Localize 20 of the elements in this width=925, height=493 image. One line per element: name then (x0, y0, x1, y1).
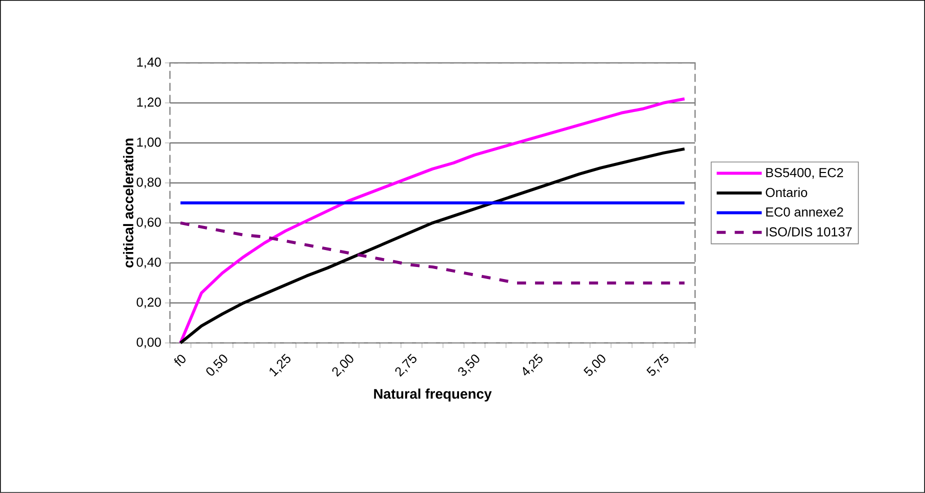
legend-label: BS5400, EC2 (766, 168, 844, 179)
y-tick-label: 0,60 (136, 218, 161, 228)
x-tick-label: 2,00 (332, 354, 354, 377)
y-axis-title: critical acceleration (123, 138, 134, 268)
x-tick-label: f0 (174, 354, 186, 366)
x-tick-label: 3,50 (458, 354, 480, 376)
y-tick-label: 1,20 (137, 98, 161, 108)
legend-label: ISO/DIS 10137 (766, 226, 852, 237)
x-tick-label: 4,25 (522, 354, 542, 376)
y-tick-label: 0,40 (136, 258, 161, 268)
x-tick-label: 0,50 (206, 354, 228, 376)
y-tick-label: 0,00 (136, 338, 161, 348)
y-tick-label: 1,40 (137, 58, 161, 68)
legend-label: EC0 annexe2 (766, 207, 844, 217)
x-axis-title: Natural frequency (374, 388, 492, 402)
x-tick-label: 5,00 (584, 354, 606, 376)
y-tick-label: 0,80 (136, 178, 161, 188)
y-tick-label: 0,20 (136, 298, 161, 308)
y-tick-label: 1,00 (137, 138, 161, 148)
legend-label: Ontario (766, 188, 808, 198)
